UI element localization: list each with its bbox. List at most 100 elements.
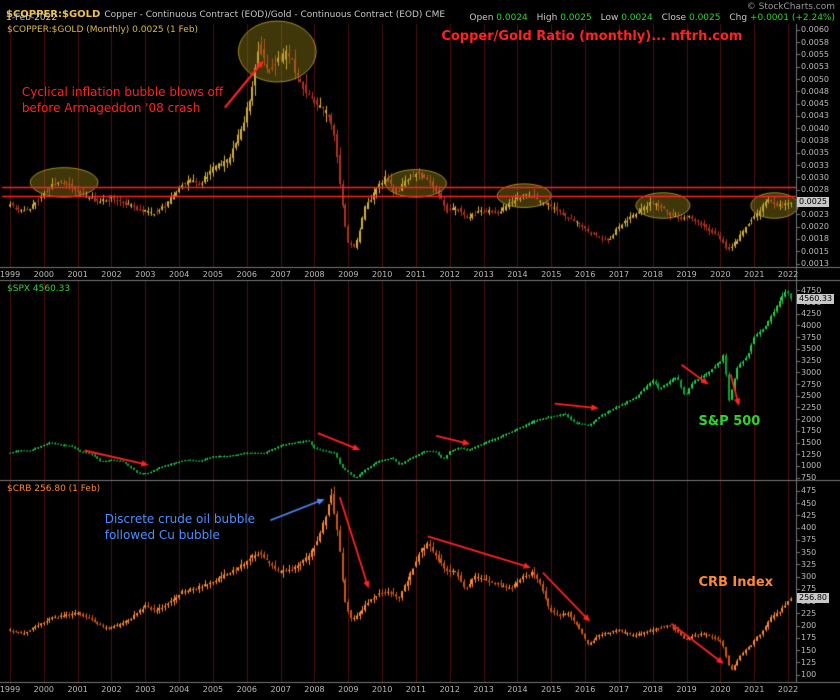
x-axis-year-label: 2001 [67, 685, 88, 694]
open-label: Open [469, 13, 494, 23]
low-value: 0.0024 [621, 13, 653, 23]
x-axis-year-label: 2019 [676, 685, 697, 694]
x-axis-year-label: 2020 [710, 685, 731, 694]
y-axis-tick-label: 325 [801, 559, 817, 569]
x-axis-year-label: 2018 [642, 685, 663, 694]
x-axis-year-label: 2007 [270, 685, 291, 694]
y-axis-tick-label: 200 [801, 621, 817, 631]
y-axis-tick-label: 0.0030 [801, 172, 829, 182]
high-value: 0.0025 [560, 13, 592, 23]
x-axis-year-label: 2006 [236, 270, 257, 279]
y-axis-tick-label: 0.0015 [801, 246, 829, 256]
crb-crude-annotation: Discrete crude oil bubble followed Cu bu… [105, 511, 255, 543]
chg-value: +0.0001 (+2.24%) [749, 13, 835, 23]
x-axis-year-label: 2003 [135, 685, 156, 694]
y-axis-tick-label: 100 [801, 670, 817, 680]
x-axis-year-label: 2018 [642, 270, 663, 279]
y-axis-tick-label: 4000 [801, 320, 822, 330]
high-label: High [536, 13, 558, 23]
y-axis-tick-label: 0.0055 [801, 49, 829, 59]
x-axis-year-label: 2002 [101, 685, 122, 694]
x-axis-year-label: 2009 [338, 685, 359, 694]
annotation-line: Discrete crude oil bubble [104, 511, 256, 526]
y-axis-tick-label: 0.0020 [801, 222, 829, 232]
y-axis-tick-label: 225 [801, 608, 817, 618]
y-axis-tick-label: 3000 [801, 367, 822, 377]
spx-series-label: $SPX 4560.33 [7, 284, 71, 294]
y-axis-tick-label: 0.0018 [801, 234, 829, 244]
x-axis-year-label: 2003 [135, 270, 156, 279]
x-axis-year-label: 2005 [202, 270, 224, 279]
annotation-line: followed Cu bubble [104, 527, 220, 542]
x-axis-year-label: 2007 [270, 270, 291, 279]
ohlc-quote: Open 0.0024 High 0.0025 Low 0.0024 Close… [463, 13, 835, 23]
x-axis-year-label: 2009 [338, 270, 359, 279]
chart-date: 1-Feb-2022 [6, 13, 58, 23]
annotation-line: before Armageddon '08 crash [21, 101, 201, 116]
y-axis-tick-label: 125 [801, 657, 817, 667]
y-axis-tick-label: 2000 [801, 414, 822, 424]
annotation-line: Cyclical inflation bubble blows off [21, 85, 224, 100]
spx-last-price-box: 4560.33 [797, 294, 835, 305]
x-axis-year-label: 2017 [608, 270, 630, 279]
y-axis-tick-label: 0.0060 [801, 25, 829, 35]
y-axis-tick-label: 0.0058 [801, 37, 829, 47]
chart-title: Copper/Gold Ratio (monthly)... nftrh.com [441, 28, 743, 44]
sp500-panel [0, 281, 796, 480]
chart-header: $COPPER:$GOLD Copper - Continuous Contrac… [6, 2, 445, 21]
y-axis-tick-label: 0.0048 [801, 86, 829, 96]
y-axis-tick-label: 175 [801, 633, 817, 643]
x-axis-year-label: 1999 [0, 270, 21, 279]
source-credit: © StockCharts.com [746, 2, 835, 12]
x-axis-year-label: 2014 [507, 685, 528, 694]
x-axis-year-label: 2011 [405, 685, 427, 694]
y-axis-tick-label: 2750 [801, 379, 822, 389]
y-axis-tick-label: 0.0045 [801, 99, 829, 109]
copper-gold-series-label: $COPPER:$GOLD (Monthly) 0.0025 (1 Feb) [7, 25, 199, 35]
y-axis-tick-label: 150 [801, 645, 817, 655]
x-axis-year-label: 2022 [777, 270, 799, 279]
y-axis-tick-label: 275 [801, 584, 817, 594]
y-axis-tick-label: 300 [801, 572, 817, 582]
open-value: 0.0024 [496, 13, 528, 23]
x-axis-year-label: 2000 [33, 270, 54, 279]
x-axis-year-label: 2008 [304, 270, 325, 279]
x-axis-year-label: 2001 [67, 270, 88, 279]
y-axis-tick-label: 1750 [801, 426, 822, 436]
x-axis-year-label: 2010 [371, 270, 393, 279]
y-axis-tick-label: 0.0023 [801, 209, 829, 219]
symbol-label: $COPPER:$GOLD [6, 9, 101, 20]
x-axis-year-label: 2019 [676, 270, 697, 279]
y-axis-tick-label: 750 [801, 473, 817, 483]
x-axis-year-label: 2011 [405, 270, 427, 279]
x-axis-year-label: 2004 [168, 270, 190, 279]
y-axis-tick-label: 4250 [801, 309, 822, 319]
y-axis-tick-label: 0.0038 [801, 136, 829, 146]
symbol-description: Copper - Continuous Contract (EOD)/Gold … [104, 10, 446, 20]
x-axis-year-label: 2004 [168, 685, 190, 694]
cg-last-price-box: 0.0025 [797, 197, 829, 208]
x-axis-year-label: 2005 [202, 685, 224, 694]
x-axis-year-label: 1999 [0, 685, 21, 694]
x-axis-year-label: 2012 [439, 685, 460, 694]
spx-name-label: S&P 500 [698, 414, 761, 430]
y-axis-tick-label: 3750 [801, 332, 822, 342]
y-axis-tick-label: 1000 [801, 461, 822, 471]
y-axis-tick-label: 475 [801, 486, 817, 496]
close-label: Close [661, 13, 687, 23]
y-axis-tick-label: 425 [801, 510, 817, 520]
x-axis-year-label: 2010 [371, 685, 393, 694]
y-axis-tick-label: 0.0043 [801, 111, 829, 121]
crb-last-price-box: 256.80 [797, 592, 829, 603]
x-axis-year-label: 2015 [541, 685, 562, 694]
crb-series-label: $CRB 256.80 (1 Feb) [7, 484, 101, 494]
cg-bubble-annotation: Cyclical inflation bubble blows off befo… [22, 84, 223, 116]
y-axis-tick-label: 0.0033 [801, 160, 829, 170]
y-axis-tick-label: 2500 [801, 391, 822, 401]
low-label: Low [600, 13, 619, 23]
x-axis-year-label: 2000 [33, 685, 54, 694]
chg-label: Chg [729, 13, 748, 23]
y-axis-tick-label: 350 [801, 547, 817, 557]
x-axis-year-label: 2008 [304, 685, 325, 694]
